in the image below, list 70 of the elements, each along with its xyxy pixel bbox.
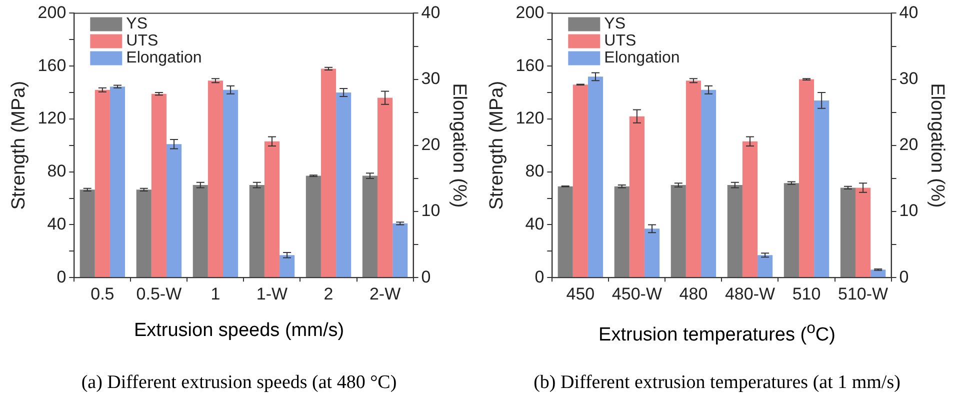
bar <box>80 190 95 278</box>
bar <box>855 188 871 278</box>
bar <box>727 185 742 278</box>
bar <box>249 185 264 278</box>
x-axis-title: Extrusion speeds (mm/s) <box>132 320 346 342</box>
x-tick-label: 480 <box>679 284 708 304</box>
bar <box>377 98 393 278</box>
y2-tick-label: 10 <box>421 201 440 220</box>
x-tick-label: 510-W <box>838 284 888 304</box>
legend-label: UTS <box>126 32 158 50</box>
y-tick-label: 40 <box>47 214 66 234</box>
y2-tick-label: 20 <box>421 135 440 154</box>
y2-tick-label: 10 <box>899 201 918 220</box>
bar <box>192 185 208 278</box>
x-axis-title: Extrusion temperatures ($^{o}$C) <box>598 320 836 346</box>
y-tick-label: 160 <box>38 56 66 75</box>
x-tick-label: 1-W <box>256 284 288 304</box>
legend-label: UTS <box>604 32 636 50</box>
bar <box>784 183 799 278</box>
y-tick-label: 120 <box>516 108 544 128</box>
x-tick-label: 510 <box>792 284 821 304</box>
y-tick-label: 80 <box>525 162 544 181</box>
x-tick-label: 450-W <box>612 284 662 304</box>
legend-label: YS <box>604 16 626 33</box>
legend-label: Elongation <box>126 50 202 67</box>
bar <box>264 141 280 278</box>
y2-tick-label: 30 <box>421 68 440 88</box>
x-tick-label: 0.5 <box>90 284 114 304</box>
bar <box>280 255 295 278</box>
y-tick-label: 200 <box>516 2 544 22</box>
y2-axis-title: Elongation (%) <box>926 83 948 208</box>
y-tick-label: 40 <box>525 214 544 234</box>
legend-label: YS <box>126 16 148 33</box>
bar <box>392 223 408 278</box>
x-tick-label: 1 <box>210 284 220 304</box>
text: (a) Different extrusion speeds (at 480 °C) <box>80 372 398 394</box>
bar <box>840 188 856 278</box>
bar <box>136 190 152 278</box>
bar <box>870 270 886 278</box>
y2-tick-label: 20 <box>899 135 918 154</box>
y2-tick-label: 0 <box>899 267 909 286</box>
bar <box>558 186 573 278</box>
bar <box>614 186 630 278</box>
y-tick-label: 0 <box>56 267 66 286</box>
y-axis-title: Strength (MPa) <box>8 80 30 210</box>
text: (b) Different extrusion temperatures (at 1 mm/s) <box>532 372 902 394</box>
y2-tick-label: 40 <box>421 2 440 22</box>
y2-tick-label: 40 <box>899 2 918 22</box>
x-tick-label: 480-W <box>724 284 776 304</box>
bar <box>306 176 321 278</box>
bar <box>629 116 644 278</box>
y-tick-label: 160 <box>516 56 544 75</box>
bar <box>758 255 773 278</box>
x-tick-label: 450 <box>566 284 595 304</box>
y-tick-label: 80 <box>47 162 66 181</box>
x-tick-label: 2-W <box>369 284 401 304</box>
y-tick-label: 200 <box>38 2 66 22</box>
y-tick-label: 0 <box>534 267 544 286</box>
x-tick-label: 0.5-W <box>136 284 182 304</box>
y2-tick-label: 30 <box>899 68 918 88</box>
bar <box>362 176 378 278</box>
bar <box>644 228 660 278</box>
legend-label: Elongation <box>604 50 680 67</box>
y2-tick-label: 0 <box>421 267 431 286</box>
bar <box>670 185 686 278</box>
y2-axis-title: Elongation (%) <box>448 83 470 208</box>
y-axis-title: Strength (MPa) <box>486 80 508 210</box>
y-tick-label: 120 <box>38 108 66 128</box>
x-tick-label: 2 <box>324 284 334 304</box>
bar <box>742 141 758 278</box>
